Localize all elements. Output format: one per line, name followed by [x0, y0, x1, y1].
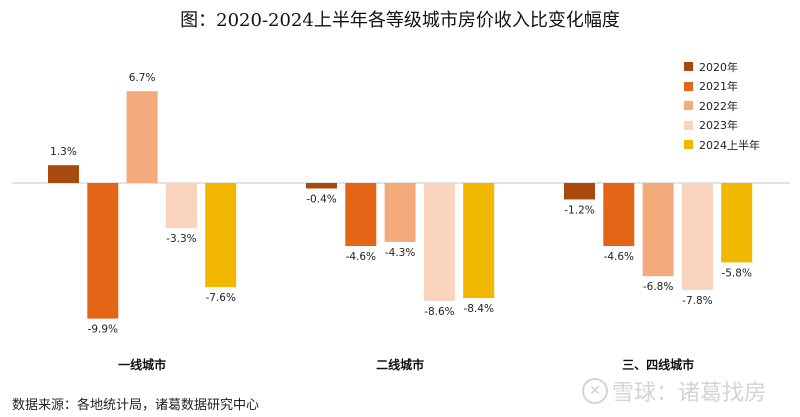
- bar-0-1: [306, 183, 337, 189]
- legend: 2020年 2021年 2022年 2023年 2024上半年: [684, 57, 760, 155]
- data-source-note: 数据来源：各地统计局，诸葛数据研究中心: [12, 398, 260, 413]
- data-label-4-2: -5.8%: [721, 267, 751, 279]
- legend-swatch-icon: [684, 120, 693, 130]
- legend-label: 2022年: [699, 99, 738, 113]
- data-label-3-1: -8.6%: [424, 306, 454, 318]
- data-label-2-2: -6.8%: [643, 281, 673, 293]
- data-label-0-1: -0.4%: [306, 193, 336, 205]
- legend-swatch-icon: [684, 62, 693, 72]
- data-label-1-2: -4.6%: [604, 251, 634, 263]
- legend-item-3: 2023年: [684, 116, 760, 136]
- category-label-1: 二线城市: [376, 357, 424, 372]
- bar-0-0: [48, 165, 79, 183]
- data-label-0-0: 1.3%: [50, 146, 77, 158]
- legend-label: 2023年: [699, 119, 738, 133]
- snowball-logo-icon: ✕: [582, 378, 608, 404]
- bar-4-1: [463, 183, 495, 299]
- bar-2-2: [642, 183, 674, 277]
- legend-swatch-icon: [684, 81, 693, 91]
- data-label-2-0: 6.7%: [129, 72, 156, 84]
- data-label-3-0: -3.3%: [166, 233, 196, 245]
- data-label-4-1: -8.4%: [463, 303, 493, 315]
- legend-item-1: 2021年: [684, 77, 760, 97]
- bar-1-2: [603, 183, 635, 247]
- category-label-2: 三、四线城市: [622, 357, 694, 372]
- data-label-0-2: -1.2%: [564, 204, 594, 216]
- data-label-1-1: -4.6%: [346, 251, 376, 263]
- bar-3-1: [423, 183, 455, 301]
- legend-swatch-icon: [684, 101, 693, 111]
- legend-label: 2021年: [699, 80, 738, 94]
- watermark-text: 雪球：诸葛找房: [612, 381, 767, 406]
- bar-3-2: [681, 183, 713, 290]
- legend-label: 2024上半年: [699, 138, 760, 152]
- bar-1-1: [345, 183, 377, 247]
- watermark: ✕ 雪球：诸葛找房: [582, 375, 766, 407]
- category-label-0: 一线城市: [118, 357, 166, 372]
- chart-title: 图：2020-2024上半年各等级城市房价收入比变化幅度: [180, 10, 620, 31]
- bar-4-2: [721, 183, 753, 263]
- legend-label: 2020年: [699, 60, 738, 74]
- data-label-2-1: -4.3%: [385, 247, 415, 259]
- bar-4-0: [205, 183, 237, 288]
- bar-3-0: [165, 183, 197, 229]
- bar-2-0: [126, 91, 158, 183]
- legend-item-2: 2022年: [684, 96, 760, 116]
- legend-item-0: 2020年: [684, 57, 760, 77]
- legend-swatch-icon: [684, 140, 693, 150]
- bar-2-1: [384, 183, 416, 242]
- data-label-1-0: -9.9%: [88, 324, 118, 336]
- data-label-3-2: -7.8%: [682, 295, 712, 307]
- bar-1-0: [87, 183, 119, 319]
- data-label-4-0: -7.6%: [205, 292, 235, 304]
- legend-item-4: 2024上半年: [684, 135, 760, 155]
- bar-0-2: [564, 183, 595, 200]
